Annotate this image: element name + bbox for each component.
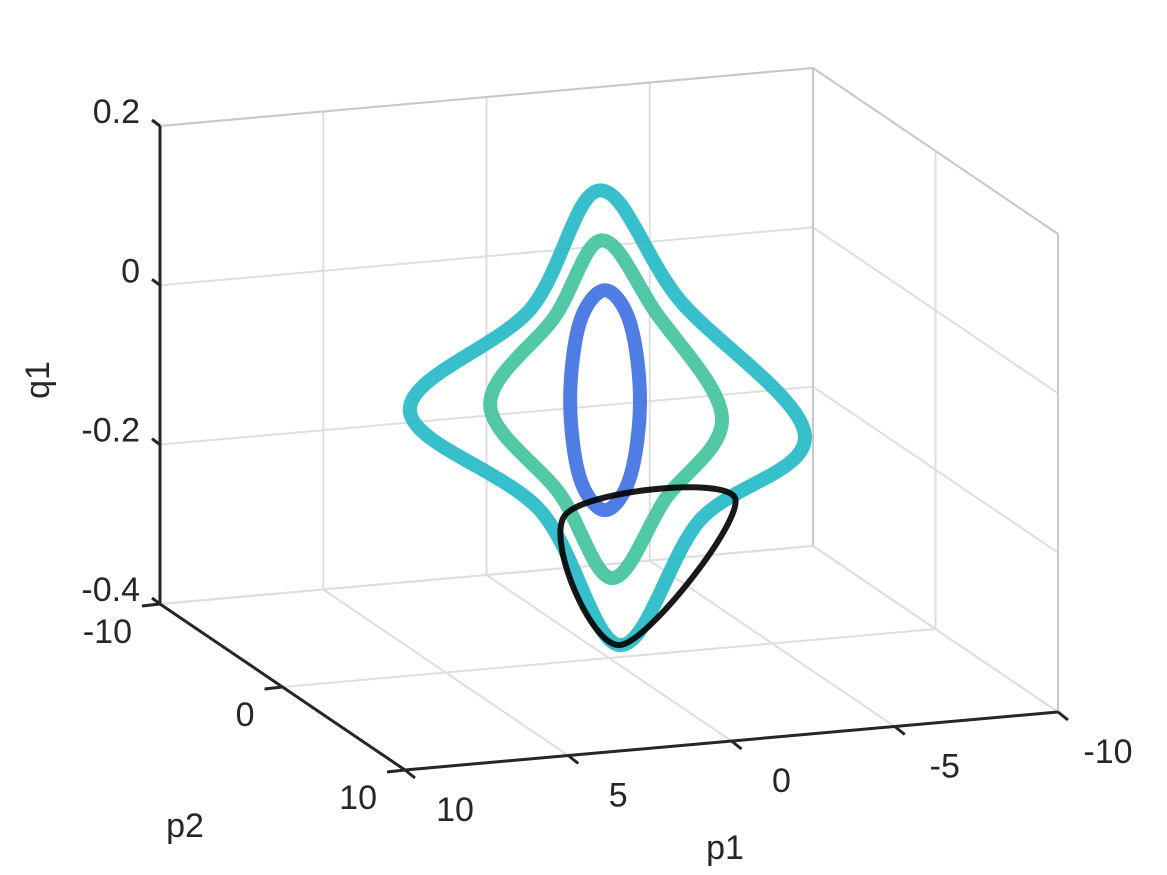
z-tick-label: 0: [121, 252, 140, 290]
tick-mark: [151, 278, 161, 287]
x-tick-label: 5: [609, 776, 628, 814]
grid-line: [812, 385, 1059, 554]
tick-mark: [404, 768, 416, 780]
grid-line: [812, 226, 1059, 395]
y-axis-label: p2: [166, 807, 204, 845]
tick-mark: [1057, 710, 1069, 722]
z-tick-label: -0.2: [81, 412, 140, 450]
tick-mark: [386, 768, 406, 774]
z-tick-label: -0.4: [81, 571, 140, 609]
y-tick-label: 10: [339, 779, 377, 817]
x-axis-label: p1: [706, 829, 744, 867]
tick-mark: [264, 685, 283, 691]
trajectory: [483, 233, 729, 586]
y-tick-label: -10: [83, 613, 132, 651]
box-edge: [159, 67, 814, 127]
box-edge: [812, 67, 1059, 235]
tick-mark: [730, 739, 743, 751]
y-tick-label: 0: [236, 696, 255, 734]
grid-line: [812, 545, 1059, 713]
tick-mark: [151, 118, 161, 128]
trajectory: [563, 283, 648, 518]
trajectory: [557, 484, 739, 649]
grid-line: [159, 226, 814, 287]
tick-mark: [141, 602, 161, 608]
z-axis-label: q1: [19, 361, 57, 399]
x-tick-label: 10: [436, 791, 474, 829]
grid-line: [282, 628, 936, 688]
tick-mark: [151, 437, 161, 446]
x-tick-label: -10: [1083, 733, 1132, 771]
z-tick-label: 0.2: [93, 93, 140, 131]
grid-line: [159, 545, 814, 605]
tick-mark: [567, 754, 580, 765]
x-tick-label: -5: [930, 747, 960, 785]
x-tick-label: 0: [772, 762, 791, 800]
tick-mark: [893, 725, 906, 736]
